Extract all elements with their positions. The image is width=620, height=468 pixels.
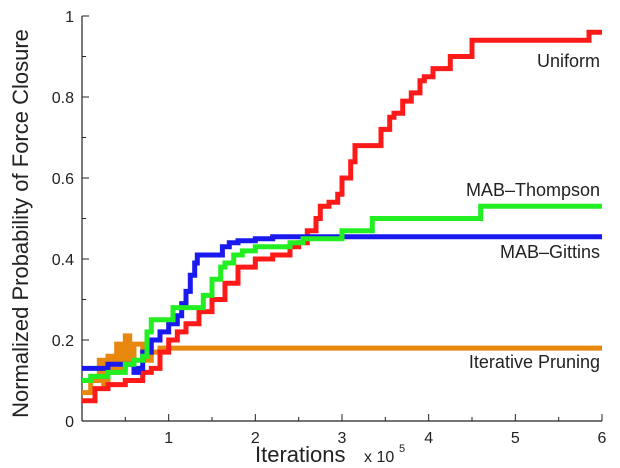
series-line-uniform [82,29,602,404]
series-label-uniform: Uniform [537,51,600,71]
plot-area [82,29,602,404]
x-axis-exponent: 5 [399,443,405,455]
x-tick-label: 5 [511,430,520,447]
x-tick-label: 6 [598,430,607,447]
x-tick-label: 1 [164,430,173,447]
x-tick-label: 4 [424,430,433,447]
x-axis-multiplier: x 10 [364,449,394,466]
series-line-mab-thompson [82,203,602,383]
y-tick-label: 1 [65,9,74,26]
series-labels: Uniform MAB–Thompson MAB–Gittins Iterative … [466,51,600,372]
x-axis-title-text: Iterations [255,442,346,467]
axes: 0 0.2 0.4 0.6 0.8 1 1 2 3 4 5 6 [52,9,607,447]
series-label-mab-thompson: MAB–Thompson [466,180,600,200]
y-tick-label: 0 [65,414,74,431]
y-tick-label: 0.6 [52,171,74,188]
y-tick-label: 0.4 [52,252,74,269]
y-axis-title: Normalized Probability of Force Closure [8,29,33,418]
y-tick-label: 0.2 [52,333,74,350]
series-label-iterative-pruning: Iterative Pruning [469,352,600,372]
series-label-mab-gittins: MAB–Gittins [500,242,600,262]
x-tick-label: 3 [338,430,347,447]
series-line-mab-gittins [82,234,602,375]
x-axis-title: Iterations x 10 5 [255,442,405,467]
series-line-iterative-pruning [82,333,602,396]
x-tick-label: 2 [251,430,260,447]
y-tick-label: 0.8 [52,90,74,107]
